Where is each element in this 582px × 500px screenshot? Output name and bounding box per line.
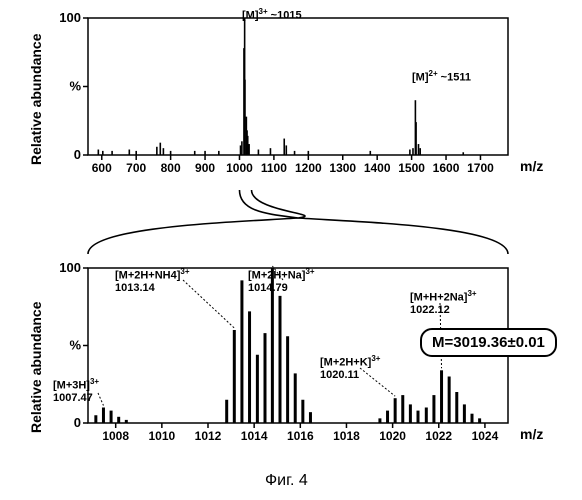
top-ann-m2: [M]2+ ~1511 (412, 70, 471, 84)
svg-text:800: 800 (161, 161, 181, 175)
figure-caption: Фиг. 4 (265, 472, 308, 490)
svg-text:1016: 1016 (287, 429, 314, 443)
svg-text:1020: 1020 (379, 429, 406, 443)
svg-text:1500: 1500 (398, 161, 425, 175)
top-chart-wrap: Relative abundance 0 100% 600 700 800 900 1000… (28, 10, 548, 180)
svg-text:1008: 1008 (102, 429, 129, 443)
bot-ann-2na: [M+H+2Na]3+1022.12 (410, 290, 477, 316)
svg-text:700: 700 (126, 161, 146, 175)
bot-ann-m3h: [M+3H]3+1007.47 (53, 378, 99, 404)
svg-text:100: 100 (59, 260, 81, 275)
top-xlabel: m/z (520, 158, 543, 174)
top-ylabel: Relative abundance (28, 34, 44, 166)
top-chart-svg: 0 100% 600 700 800 900 1000 1100 1200 1300 1400 150… (48, 10, 548, 180)
svg-text:100: 100 (59, 10, 81, 25)
svg-text:%: % (69, 338, 81, 353)
svg-text:0: 0 (74, 415, 81, 430)
svg-text:1018: 1018 (333, 429, 360, 443)
bottom-xlabel: m/z (520, 426, 543, 442)
svg-text:900: 900 (195, 161, 215, 175)
svg-text:1012: 1012 (195, 429, 222, 443)
svg-text:1600: 1600 (433, 161, 460, 175)
svg-text:1100: 1100 (261, 161, 287, 175)
svg-text:%: % (69, 79, 81, 94)
svg-text:600: 600 (92, 161, 112, 175)
bot-ann-nh4: [M+2H+NH4]3+1013.14 (115, 268, 190, 294)
bot-ann-na: [M+2H+Na]3+1014.79 (248, 268, 315, 294)
bot-ann-k: [M+2H+K]3+1020.11 (320, 355, 380, 381)
mass-result-box: M=3019.36±0.01 (420, 328, 557, 357)
svg-text:1300: 1300 (329, 161, 356, 175)
svg-text:1000: 1000 (226, 161, 253, 175)
svg-text:1022: 1022 (425, 429, 452, 443)
svg-text:1014: 1014 (241, 429, 268, 443)
svg-text:1700: 1700 (467, 161, 494, 175)
svg-text:1400: 1400 (364, 161, 391, 175)
expansion-brace (0, 188, 582, 258)
svg-text:1010: 1010 (148, 429, 175, 443)
bottom-ylabel: Relative abundance (28, 302, 44, 434)
svg-text:0: 0 (74, 147, 81, 162)
top-ann-m3: [M]3+ ~1015 (242, 8, 302, 22)
figure-page: Relative abundance 0100%6007008009001000… (0, 0, 582, 500)
svg-text:1024: 1024 (472, 429, 499, 443)
svg-text:1200: 1200 (295, 161, 322, 175)
